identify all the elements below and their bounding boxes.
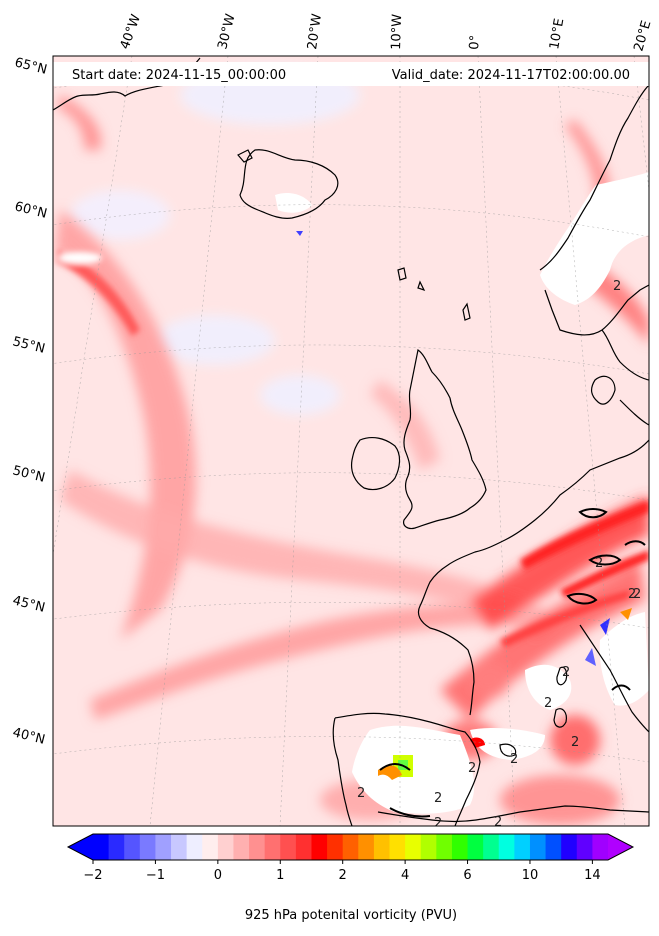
header-band <box>53 62 649 86</box>
colorbar-swatch <box>249 834 266 860</box>
lon-label-30w: 30°W <box>215 12 238 51</box>
colorbar-swatch <box>202 834 219 860</box>
colorbar-swatch <box>483 834 500 860</box>
scandinavia-coast <box>539 84 649 381</box>
colorbar-swatch <box>233 834 250 860</box>
colorbar-swatch <box>358 834 375 860</box>
contour-label: 2 <box>571 735 579 750</box>
contour-label: 2 <box>628 587 636 602</box>
lon-label-40w: 40°W <box>118 12 144 51</box>
contour-label: 2 <box>468 761 476 776</box>
colorbar-swatch <box>529 834 547 860</box>
contour-label-group: 2 2 2 2 2 2 2 2 2 2 2 2 2 <box>357 279 641 831</box>
colorbar-extend-low <box>68 834 93 860</box>
contour-label: 2 <box>434 791 442 806</box>
colorbar-swatch <box>498 834 515 860</box>
colorbar-tick-label: 10 <box>522 868 539 883</box>
contour-label: 2 <box>434 816 442 831</box>
contour-label: 2 <box>633 587 641 602</box>
colorbar-tick-label: −1 <box>146 868 165 883</box>
colorbar-tick-label: 0 <box>214 868 222 883</box>
lon-label-20e: 20°E <box>631 19 654 53</box>
colorbar-swatch <box>389 834 406 860</box>
lon-label-0: 0° <box>467 34 483 50</box>
colorbar-swatch <box>405 834 422 860</box>
colorbar-swatch <box>311 834 328 860</box>
colorbar-swatch <box>514 834 531 860</box>
longitude-labels: 40°W 30°W 20°W 10°W 0° 10°E 20°E <box>118 12 655 53</box>
great-britain-coast <box>403 348 487 530</box>
lon-label-20w: 20°W <box>305 13 325 51</box>
colorbar-swatch <box>327 834 344 860</box>
colorbar-swatch <box>592 834 609 860</box>
colorbar-swatch <box>186 834 203 860</box>
iberia-coast <box>332 712 481 826</box>
colorbar-swatch <box>171 834 188 860</box>
colorbar-swatch <box>576 834 593 860</box>
lat-label-45n: 45°N <box>11 593 46 615</box>
colorbar-swatch <box>155 834 172 860</box>
europe-coast <box>417 439 649 716</box>
colorbar-ticks: −2 −1 0 1 2 4 6 10 14 <box>83 860 601 883</box>
colorbar-swatch <box>108 834 125 860</box>
colorbar-swatch <box>139 834 156 860</box>
colorbar <box>66 833 635 861</box>
lat-label-60n: 60°N <box>13 199 48 221</box>
colorbar-swatch <box>93 834 110 860</box>
colorbar-extend-high <box>608 834 633 860</box>
start-date-label: Start date: 2024-11-15_00:00:00 <box>72 68 286 83</box>
colorbar-tick-label: 2 <box>339 868 347 883</box>
colorbar-label: 925 hPa potenital vorticity (PVU) <box>245 908 457 923</box>
colorbar-tick-label: 1 <box>276 868 284 883</box>
contour-label: 2 <box>494 815 502 830</box>
colorbar-swatch <box>295 834 312 860</box>
lon-label-10e: 10°E <box>547 17 567 50</box>
lat-label-40n: 40°N <box>11 725 46 747</box>
colorbar-tick-label: 14 <box>584 868 601 883</box>
contour-label: 2 <box>544 696 552 711</box>
map-frame <box>52 55 650 827</box>
colorbar-swatch <box>451 834 469 860</box>
latitude-labels: 65°N 60°N 55°N 50°N 45°N 40°N <box>11 55 48 747</box>
colorbar-swatch <box>561 834 578 860</box>
contour-label: 2 <box>562 665 570 680</box>
iceland-coast <box>239 149 339 219</box>
pv-2-contours <box>379 508 646 818</box>
colorbar-swatch <box>217 834 234 860</box>
contour-label: 2 <box>510 752 518 767</box>
lat-label-55n: 55°N <box>11 334 46 356</box>
colorbar-swatch <box>342 834 359 860</box>
contour-label: 2 <box>357 786 365 801</box>
colorbar-tick-label: 4 <box>401 868 409 883</box>
colorbar-tick-label: 6 <box>463 868 471 883</box>
contour-label: 2 <box>613 279 621 294</box>
contour-label: 2 <box>595 556 603 571</box>
lat-label-50n: 50°N <box>11 463 46 485</box>
ireland-coast <box>350 436 401 491</box>
valid-date-label: Valid_date: 2024-11-17T02:00:00.00 <box>392 68 630 83</box>
colorbar-swatch <box>280 834 297 860</box>
colorbar-swatch <box>124 834 141 860</box>
lon-label-10w: 10°W <box>389 14 405 51</box>
north-africa-coast <box>377 805 649 823</box>
italy-coast <box>579 624 649 733</box>
colorbar-swatch <box>264 834 281 860</box>
colorbar-swatch <box>545 834 562 860</box>
colorbar-swatch <box>373 834 391 860</box>
colorbar-tick-label: −2 <box>83 868 102 883</box>
colorbar-swatch <box>467 834 484 860</box>
colorbar-swatch <box>420 834 437 860</box>
pv-field: 2 2 2 2 2 2 2 2 2 2 2 2 2 <box>53 56 649 831</box>
lat-label-65n: 65°N <box>13 55 48 77</box>
colorbar-swatch <box>436 834 453 860</box>
